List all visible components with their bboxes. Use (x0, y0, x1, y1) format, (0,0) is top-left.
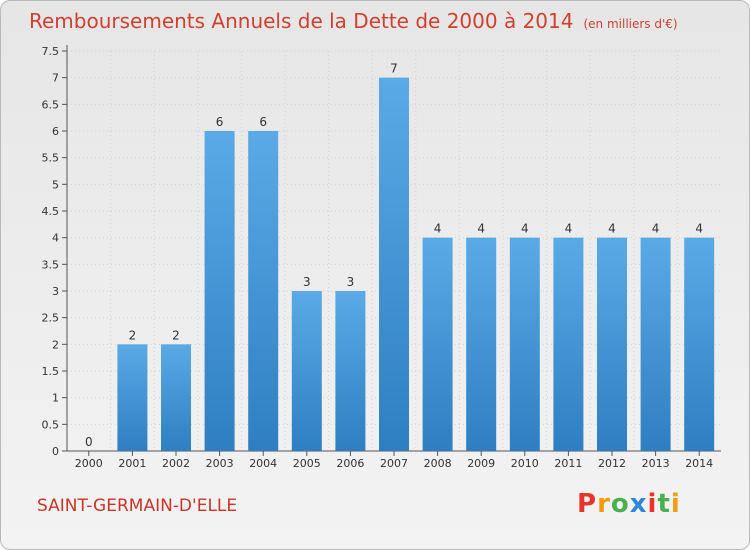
y-tick-label: 7.5 (42, 45, 60, 58)
chart-title: Remboursements Annuels de la Dette de 20… (29, 9, 678, 33)
logo-letter: x (629, 489, 648, 519)
y-tick-label: 4.5 (42, 205, 60, 218)
x-tick-label-2003: 2003 (206, 457, 234, 470)
x-tick-label-2012: 2012 (598, 457, 626, 470)
data-label-2009: 4 (477, 222, 485, 236)
title-text: Remboursements Annuels de la Dette de 20… (29, 9, 574, 33)
proxiti-logo: Proxiti (577, 489, 681, 519)
data-label-2000: 0 (85, 435, 93, 449)
data-label-2010: 4 (521, 222, 529, 236)
y-tick-label: 2.5 (42, 312, 60, 325)
y-tick-label: 2 (52, 338, 59, 351)
bar-2002 (161, 344, 191, 451)
x-tick-label-2005: 2005 (293, 457, 321, 470)
data-label-2014: 4 (695, 222, 703, 236)
data-label-2006: 3 (347, 275, 355, 289)
y-tick-label: 0 (52, 445, 59, 458)
data-labels: 0 2 2 6 6 3 3 7 4 4 4 4 4 4 4 (85, 62, 703, 449)
bar-2012 (597, 237, 627, 451)
x-tick-label-2000: 2000 (75, 457, 103, 470)
x-tick-label-2006: 2006 (336, 457, 364, 470)
x-tick-label-2010: 2010 (511, 457, 539, 470)
bar-2006 (335, 291, 366, 451)
y-tick-label: 7 (52, 72, 59, 85)
logo-letter: t (657, 489, 671, 519)
data-label-2011: 4 (565, 222, 573, 236)
data-label-2003: 6 (216, 115, 224, 129)
y-tick-label: 3.5 (42, 258, 60, 271)
bar-2014 (684, 237, 715, 451)
x-tick-label-2007: 2007 (380, 457, 408, 470)
y-tick-label: 1.5 (42, 365, 60, 378)
data-label-2007: 7 (390, 62, 398, 76)
x-tick-label-2011: 2011 (554, 457, 582, 470)
bar-2003 (204, 131, 235, 451)
x-tick-labels: 2000 2001 2002 2003 2004 2005 2006 2007 2008 2009… (75, 457, 713, 470)
x-tick-label-2004: 2004 (249, 457, 277, 470)
bar-2011 (553, 237, 584, 451)
bar-2010 (509, 237, 540, 451)
bar-2004 (248, 131, 279, 451)
bar-2001 (117, 344, 148, 451)
y-tick-label: 5.5 (42, 152, 60, 165)
data-label-2002: 2 (172, 328, 180, 342)
y-tick-label: 1 (52, 392, 59, 405)
y-tick-label: 0.5 (42, 418, 60, 431)
data-label-2004: 6 (259, 115, 267, 129)
logo-letter: P (577, 489, 598, 519)
y-tick-label: 6 (52, 125, 59, 138)
bar-2013 (640, 237, 671, 451)
logo-letter: i (670, 489, 681, 519)
bar-2007 (379, 77, 409, 452)
data-label-2001: 2 (129, 328, 137, 342)
x-tick-label-2014: 2014 (685, 457, 713, 470)
logo-letter: r (597, 489, 611, 519)
bar-2008 (422, 237, 453, 451)
bar-2009 (466, 237, 497, 451)
y-tick-labels: 0 0.5 1 1.5 2 2.5 3 3.5 4 4.5 5 5.5 6 6.5 7 7.5 (42, 45, 60, 458)
x-tick-label-2013: 2013 (642, 457, 670, 470)
y-tick-label: 4 (52, 232, 59, 245)
x-tick-label-2008: 2008 (424, 457, 452, 470)
data-label-2005: 3 (303, 275, 311, 289)
y-tick-label: 5 (52, 178, 59, 191)
logo-letter: i (647, 489, 658, 519)
bars (117, 77, 715, 452)
data-label-2013: 4 (652, 222, 660, 236)
title-unit: (en milliers d'€) (583, 17, 678, 31)
data-label-2008: 4 (434, 222, 442, 236)
logo-letter: o (610, 489, 630, 519)
x-tick-label-2009: 2009 (467, 457, 495, 470)
data-label-2012: 4 (608, 222, 616, 236)
commune-name: SAINT-GERMAIN-D'ELLE (37, 496, 238, 516)
y-tick-label: 3 (52, 285, 59, 298)
bar-2005 (291, 291, 322, 451)
x-tick-label-2002: 2002 (162, 457, 190, 470)
y-tick-label: 6.5 (42, 98, 60, 111)
x-tick-label-2001: 2001 (118, 457, 146, 470)
